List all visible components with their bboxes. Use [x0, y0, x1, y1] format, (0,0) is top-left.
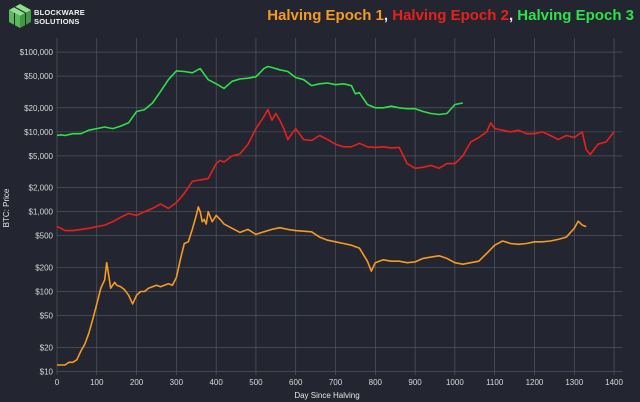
x-axis-ticks: 0 100 200 300 400 500 600 700 800 900 1000 1100 1200… [55, 378, 624, 387]
y-tick-label: $1,000 [29, 208, 54, 217]
series-layer [56, 65, 615, 366]
logo-line1: BLOCKWARE [34, 8, 85, 17]
y-tick-label: $100 [35, 288, 53, 297]
y-axis-ticks: $10 $20 $50 $100 $200 $500 $1,000 $2,000 $5,000 $… [20, 48, 54, 376]
x-tick-label: 100 [90, 378, 104, 387]
y-tick-label: $2,000 [29, 184, 54, 193]
y-tick-label: $20,000 [24, 104, 53, 113]
title-part: , [509, 7, 517, 24]
x-axis-title: Day Since Halving [294, 391, 359, 400]
x-tick-label: 200 [130, 378, 144, 387]
x-tick-label: 1000 [446, 378, 464, 387]
x-tick-label: 0 [55, 378, 60, 387]
title-part: Halving Epoch 2 [392, 7, 509, 24]
x-tick-label: 1400 [605, 378, 623, 387]
y-tick-label: $50 [40, 312, 54, 321]
y-axis-title: BTC: Price [2, 188, 11, 227]
y-tick-label: $10,000 [24, 128, 53, 137]
logo-cube-icon [9, 4, 31, 28]
y-tick-label: $200 [35, 263, 53, 272]
series-line-epoch-2 [56, 108, 615, 232]
y-tick-label: $20 [40, 343, 54, 352]
x-tick-label: 900 [408, 378, 422, 387]
title-part: Halving Epoch 1 [267, 7, 384, 24]
x-tick-label: 400 [209, 378, 223, 387]
x-tick-label: 700 [329, 378, 343, 387]
title-part: , [384, 7, 392, 24]
grid [56, 38, 622, 375]
y-tick-label: $500 [35, 232, 53, 241]
x-tick-label: 800 [369, 378, 383, 387]
y-tick-label: $10 [40, 367, 54, 376]
logo: BLOCKWARE SOLUTIONS [9, 4, 85, 28]
chart-title: Halving Epoch 1, Halving Epoch 2, Halvin… [267, 7, 634, 24]
title-part: Halving Epoch 3 [517, 7, 634, 24]
x-tick-label: 600 [289, 378, 303, 387]
x-tick-label: 300 [170, 378, 184, 387]
x-tick-label: 500 [249, 378, 263, 387]
series-line-epoch-1 [57, 206, 587, 366]
logo-line2: SOLUTIONS [34, 17, 80, 26]
series-line-epoch-3 [56, 65, 463, 137]
x-tick-label: 1100 [486, 378, 504, 387]
x-tick-label: 1300 [565, 378, 583, 387]
y-tick-label: $5,000 [29, 152, 54, 161]
y-tick-label: $100,000 [20, 48, 54, 57]
y-tick-label: $50,000 [24, 72, 53, 81]
x-tick-label: 1200 [526, 378, 544, 387]
